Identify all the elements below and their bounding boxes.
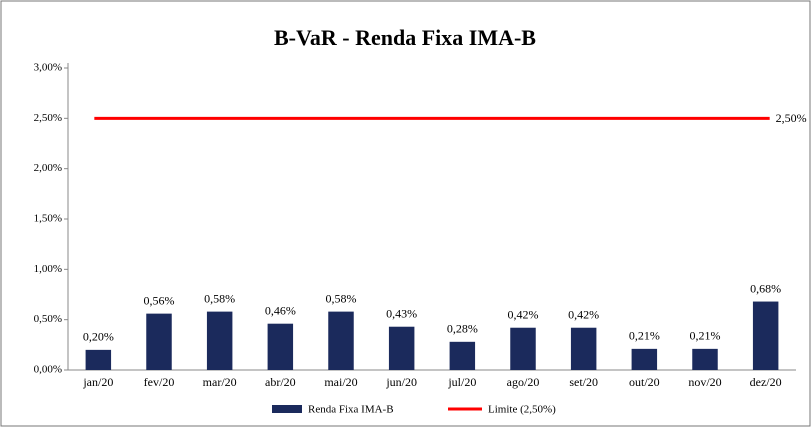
y-tick-label: 0,00% — [34, 364, 62, 376]
data-label: 0,21% — [690, 329, 721, 343]
bar — [388, 326, 415, 370]
bar — [570, 327, 597, 370]
bar — [146, 313, 172, 370]
x-tick-label: ago/20 — [507, 375, 540, 389]
y-tick-label: 1,00% — [34, 263, 62, 275]
bar — [449, 341, 476, 370]
bar — [692, 348, 718, 370]
data-label: 0,21% — [629, 329, 660, 343]
data-label: 0,28% — [447, 322, 478, 336]
bar — [267, 323, 294, 370]
x-tick-label: set/20 — [569, 375, 598, 389]
y-tick-label: 2,00% — [34, 162, 62, 174]
x-tick-label: out/20 — [629, 375, 660, 389]
bar — [752, 301, 779, 370]
data-label: 0,58% — [204, 291, 235, 305]
x-tick-label: jan/20 — [82, 375, 113, 389]
y-tick-label: 0,50% — [34, 313, 62, 325]
legend-swatch — [272, 405, 302, 413]
data-label: 0,56% — [144, 293, 175, 307]
data-label: 0,20% — [83, 330, 114, 344]
y-tick-label: 1,50% — [34, 213, 62, 225]
x-tick-label: abr/20 — [265, 375, 296, 389]
x-tick-label: mar/20 — [203, 375, 237, 389]
bar — [206, 311, 233, 370]
data-label: 0,43% — [386, 306, 417, 320]
x-tick-label: jun/20 — [385, 375, 417, 389]
bar — [85, 349, 112, 370]
legend-label: Limite (2,50%) — [488, 404, 556, 416]
bar — [631, 348, 658, 370]
data-label: 0,46% — [265, 303, 296, 317]
x-tick-label: nov/20 — [688, 375, 721, 389]
data-label: 0,58% — [326, 291, 357, 305]
data-label: 0,42% — [568, 307, 599, 321]
y-tick-label: 3,00% — [34, 62, 62, 74]
data-label: 0,42% — [508, 307, 539, 321]
x-tick-label: jul/20 — [447, 375, 476, 389]
data-label: 0,68% — [750, 281, 781, 295]
bar — [510, 327, 536, 370]
bar — [328, 311, 354, 370]
y-tick-label: 2,50% — [34, 112, 62, 124]
x-tick-label: dez/20 — [750, 375, 782, 389]
x-tick-label: fev/20 — [144, 375, 175, 389]
chart-title: B-VaR - Renda Fixa IMA-B — [274, 25, 536, 50]
legend-label: Renda Fixa IMA-B — [308, 404, 394, 416]
x-tick-label: mai/20 — [324, 375, 357, 389]
limit-label: 2,50% — [776, 111, 807, 125]
